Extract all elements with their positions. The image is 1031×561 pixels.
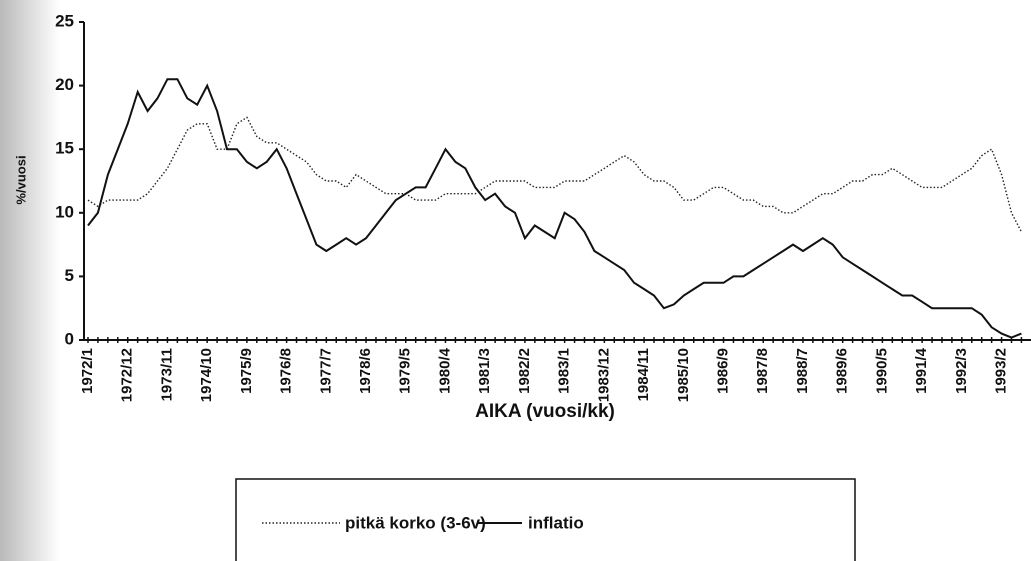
legend-label: pitkä korko (3-6v): [345, 513, 486, 532]
x-tick-label: 1978/6: [357, 348, 374, 394]
x-tick-label: 1974/10: [198, 348, 215, 402]
x-tick-label: 1983/12: [595, 348, 612, 402]
y-tick-label: 10: [55, 202, 74, 221]
x-tick-label: 1993/2: [993, 348, 1010, 394]
x-tick-label: 1992/3: [953, 348, 970, 394]
x-tick-label: 1976/8: [278, 348, 295, 394]
x-tick-label: 1988/7: [794, 348, 811, 394]
x-tick-label: 1973/11: [158, 348, 175, 401]
y-tick-label: 25: [55, 11, 74, 30]
x-tick-label: 1985/10: [675, 348, 692, 402]
x-tick-label: 1989/6: [834, 348, 851, 394]
legend-box: [235, 478, 856, 561]
y-axis-label: %/vuosi: [13, 155, 28, 204]
y-tick-label: 20: [55, 75, 74, 94]
x-tick-label: 1979/5: [397, 348, 414, 394]
x-tick-label: 1991/4: [913, 347, 930, 394]
scan-shade: [0, 0, 60, 561]
x-tick-label: 1990/5: [873, 348, 890, 394]
x-tick-label: 1972/1: [79, 348, 96, 394]
x-tick-label: 1986/9: [714, 348, 731, 394]
series-line: [87, 116, 1023, 233]
x-tick-label: 1982/2: [516, 348, 533, 394]
x-axis-label: AIKA (vuosi/kk): [475, 401, 615, 422]
y-tick-label: 15: [55, 139, 74, 158]
y-tick-label: 0: [65, 329, 74, 348]
x-tick-label: 1980/4: [436, 347, 453, 394]
x-tick-label: 1975/9: [238, 348, 255, 394]
x-tick-label: 1972/12: [119, 348, 136, 402]
x-tick-label: 1984/11: [635, 348, 652, 401]
x-tick-label: 1981/3: [476, 348, 493, 394]
series-line: [87, 78, 1022, 339]
x-tick-label: 1987/8: [754, 348, 771, 394]
y-tick-label: 5: [65, 266, 74, 285]
legend-label: inflatio: [528, 513, 584, 532]
x-tick-label: 1983/1: [556, 348, 573, 394]
x-tick-label: 1977/7: [317, 348, 334, 394]
